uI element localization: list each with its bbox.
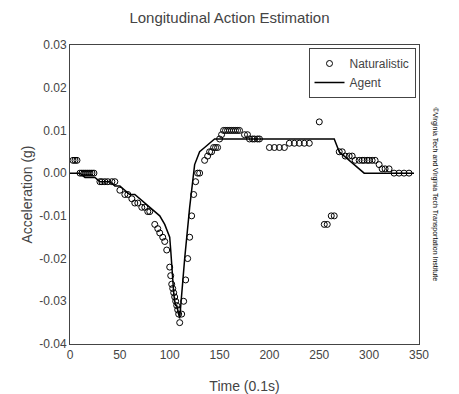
svg-text:Acceleration (g): Acceleration (g) <box>19 145 35 243</box>
svg-text:300: 300 <box>359 348 379 362</box>
svg-text:100: 100 <box>160 348 180 362</box>
svg-text:Time (0.1s): Time (0.1s) <box>209 378 279 394</box>
svg-text:Agent: Agent <box>350 76 382 90</box>
svg-text:Longitudinal Action Estimation: Longitudinal Action Estimation <box>129 9 329 26</box>
svg-text:250: 250 <box>309 348 329 362</box>
svg-text:0.00: 0.00 <box>43 166 67 180</box>
svg-text:0: 0 <box>67 348 74 362</box>
svg-text:50: 50 <box>113 348 127 362</box>
svg-text:-0.01: -0.01 <box>39 209 67 223</box>
svg-text:-0.02: -0.02 <box>39 252 67 266</box>
svg-text:200: 200 <box>259 348 279 362</box>
svg-text:-0.03: -0.03 <box>39 294 67 308</box>
svg-text:350: 350 <box>409 348 429 362</box>
svg-text:0.02: 0.02 <box>43 81 67 95</box>
svg-text:0.01: 0.01 <box>43 124 67 138</box>
svg-text:-0.04: -0.04 <box>39 337 67 351</box>
svg-text:150: 150 <box>210 348 230 362</box>
svg-text:©Virginia Tech and Virginia Te: ©Virginia Tech and Virginia Tech Transpo… <box>431 108 439 282</box>
svg-text:Naturalistic: Naturalistic <box>350 57 409 71</box>
svg-text:0.03: 0.03 <box>43 38 67 52</box>
